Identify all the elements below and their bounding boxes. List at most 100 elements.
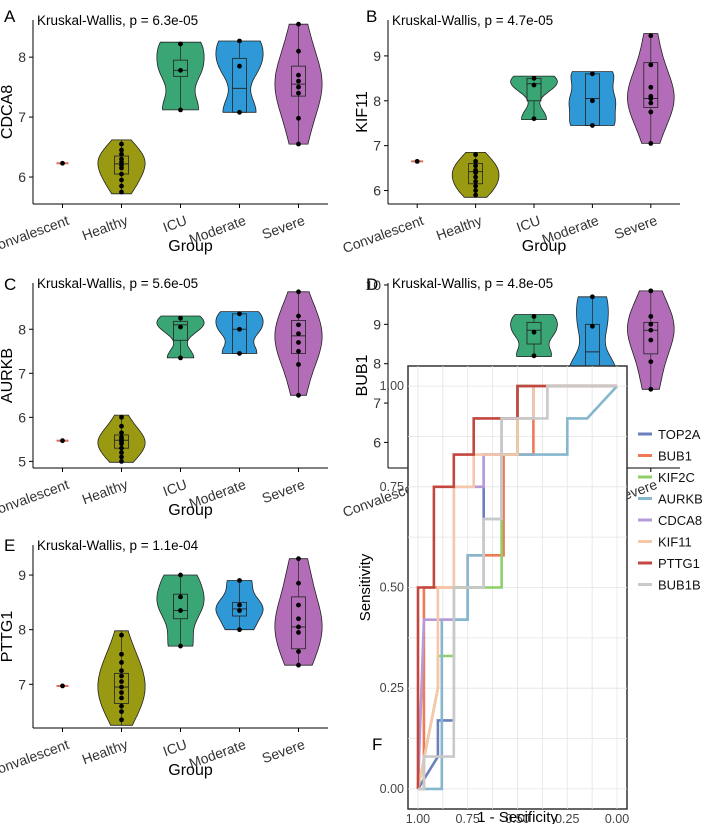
data-point [296, 348, 301, 354]
y-tick-label: 8 [373, 356, 381, 372]
x-tick-label: 0.50 [505, 812, 529, 824]
data-point [119, 147, 124, 153]
data-point [119, 445, 124, 451]
data-point [60, 683, 65, 689]
legend-label: KIF2C [658, 470, 695, 485]
data-point [237, 109, 242, 115]
panel-label: D [366, 275, 378, 294]
x-tick-label: Convalescent [0, 476, 71, 520]
data-point [237, 311, 242, 317]
data-point [178, 315, 183, 321]
data-point [119, 703, 124, 709]
y-axis-title: KIF11 [354, 91, 371, 133]
violin-severe [274, 558, 323, 666]
data-point [648, 84, 654, 90]
data-point [178, 572, 183, 578]
x-axis-title: 1 - Secificity [477, 809, 558, 824]
test-title: Kruskal-Wallis, p = 6.3e-05 [37, 13, 198, 28]
data-point [296, 84, 301, 90]
data-point [296, 141, 301, 147]
x-tick-label: Severe [612, 212, 659, 242]
panel-label: A [4, 7, 16, 26]
x-tick-label: Healthy [80, 476, 130, 507]
y-tick-label: 6 [18, 169, 26, 185]
y-tick-label: 8 [18, 49, 26, 65]
data-point [119, 177, 124, 183]
data-point [119, 668, 124, 674]
data-point [590, 323, 595, 329]
x-tick-label: Severe [260, 476, 307, 506]
data-point [296, 392, 301, 398]
data-point [178, 594, 183, 600]
data-point [178, 107, 183, 113]
data-point [60, 160, 65, 166]
data-point [119, 434, 124, 440]
x-tick-label: 0.75 [456, 812, 480, 824]
data-point [296, 340, 301, 345]
y-axis-title: AURKB [0, 348, 16, 403]
data-point [590, 98, 595, 104]
data-point [119, 673, 124, 679]
data-point [119, 690, 124, 695]
roc-curve-kif11 [416, 384, 617, 790]
data-point [119, 414, 124, 420]
data-point [473, 174, 478, 180]
y-tick-label: 7 [18, 109, 26, 125]
data-point [473, 158, 478, 164]
y-tick-label: 8 [18, 622, 26, 638]
data-point [648, 109, 654, 115]
data-point [119, 679, 124, 684]
data-point [119, 632, 124, 638]
data-point [119, 141, 124, 147]
data-point [296, 313, 301, 319]
y-tick-label: 0.75 [380, 480, 404, 494]
data-point [296, 662, 301, 668]
data-point [473, 188, 478, 193]
data-point [237, 578, 242, 583]
x-tick-label: ICU [161, 476, 189, 499]
test-title: Kruskal-Wallis, p = 1.1e-04 [37, 538, 199, 553]
x-axis-title: Group [168, 762, 213, 779]
test-title: Kruskal-Wallis, p = 4.8e-05 [392, 276, 553, 291]
data-point [648, 386, 654, 392]
data-point [648, 327, 654, 333]
data-point [296, 331, 301, 337]
data-point [473, 183, 478, 189]
y-tick-label: 7 [373, 395, 381, 411]
data-point [296, 48, 301, 54]
legend: TOP2A BUB1 KIF2C AURKB CDCA8 KIF11 PTTG1 BUB1B [638, 427, 703, 593]
data-point [296, 289, 301, 295]
data-point [178, 41, 183, 47]
violin-icu [156, 315, 205, 359]
legend-label: TOP2A [658, 427, 701, 442]
data-point [178, 608, 183, 613]
legend-label: CDCA8 [658, 513, 702, 528]
y-tick-label: 1.00 [380, 379, 404, 393]
y-tick-label: 5 [18, 453, 26, 469]
y-axis-title: BUB1 [354, 355, 371, 397]
data-point [648, 100, 654, 106]
panel-C: C Kruskal-Wallis, p = 5.6e-05 5 6 7 8 Convales… [0, 275, 328, 520]
data-point [590, 71, 595, 77]
data-point [119, 709, 124, 715]
y-tick-label: 7 [18, 676, 26, 692]
y-tick-label: 8 [18, 321, 26, 337]
data-point [237, 627, 242, 633]
y-tick-label: 7 [18, 365, 26, 381]
data-point [119, 660, 124, 665]
x-tick-label: Convalescent [340, 212, 425, 256]
y-tick-label: 0.50 [380, 581, 404, 595]
x-tick-label: ICU [161, 736, 189, 759]
data-point [648, 288, 654, 294]
panel-label: C [4, 275, 16, 294]
x-tick-label: Convalescent [0, 212, 71, 256]
y-tick-label: 7 [373, 138, 381, 154]
data-point [296, 624, 301, 630]
data-point [237, 63, 242, 69]
data-point [119, 684, 124, 690]
panel-label: E [4, 536, 15, 555]
data-point [531, 116, 537, 122]
data-point [119, 156, 124, 162]
data-point [237, 351, 242, 356]
violin-moderate [215, 311, 264, 354]
